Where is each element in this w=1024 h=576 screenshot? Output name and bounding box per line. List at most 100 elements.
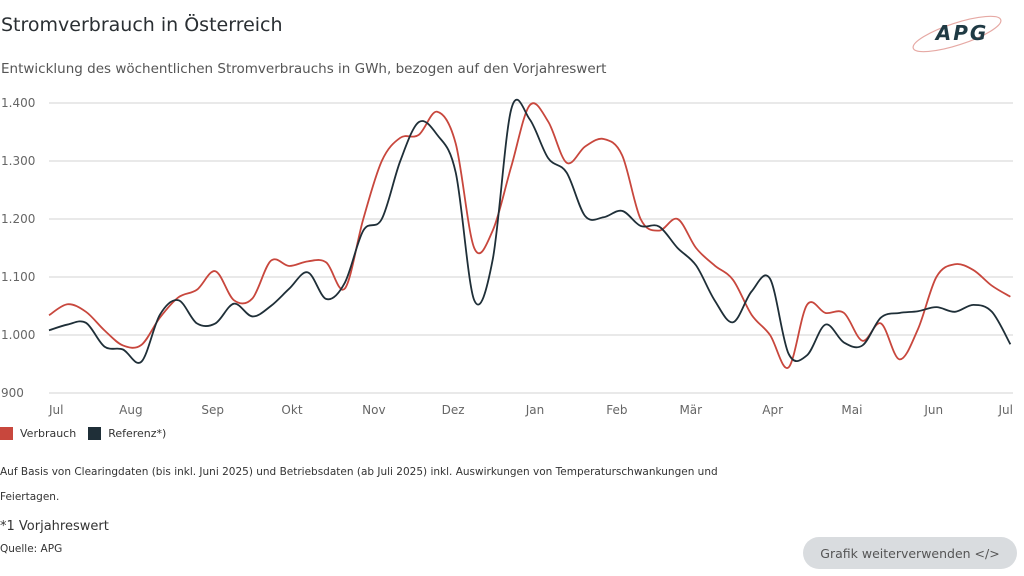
data-point[interactable] (451, 139, 461, 149)
data-point[interactable] (617, 150, 627, 160)
data-point[interactable] (173, 295, 183, 305)
data-point[interactable] (820, 308, 830, 318)
data-point[interactable] (747, 310, 757, 320)
data-point[interactable] (728, 275, 738, 285)
data-point[interactable] (340, 278, 350, 288)
data-point[interactable] (451, 168, 461, 178)
data-point[interactable] (358, 226, 368, 236)
data-point[interactable] (44, 325, 54, 335)
data-point[interactable] (562, 158, 572, 168)
series-line-referenz[interactable] (48, 99, 1012, 364)
data-point[interactable] (303, 267, 313, 277)
data-point[interactable] (192, 285, 202, 295)
data-point[interactable] (488, 255, 498, 265)
data-point[interactable] (913, 324, 923, 334)
data-point[interactable] (1005, 292, 1015, 302)
data-point[interactable] (802, 300, 812, 310)
data-point[interactable] (321, 294, 331, 304)
legend-item-verbrauch[interactable]: Verbrauch (0, 427, 76, 440)
data-point[interactable] (395, 133, 405, 143)
data-point[interactable] (321, 258, 331, 268)
data-point[interactable] (987, 281, 997, 291)
data-point[interactable] (247, 293, 257, 303)
data-point[interactable] (784, 362, 794, 372)
data-point[interactable] (155, 310, 165, 320)
data-point[interactable] (728, 317, 738, 327)
data-point[interactable] (857, 340, 867, 350)
data-point[interactable] (44, 310, 54, 320)
data-point[interactable] (247, 311, 257, 321)
data-point[interactable] (580, 211, 590, 221)
data-point[interactable] (414, 130, 424, 140)
data-point[interactable] (765, 330, 775, 340)
data-point[interactable] (525, 100, 535, 110)
data-point[interactable] (931, 302, 941, 312)
data-point[interactable] (691, 243, 701, 253)
legend-item-referenz[interactable]: Referenz*) (88, 427, 166, 440)
data-point[interactable] (894, 308, 904, 318)
data-point[interactable] (525, 114, 535, 124)
data-point[interactable] (284, 284, 294, 294)
data-point[interactable] (210, 266, 220, 276)
data-point[interactable] (136, 340, 146, 350)
data-point[interactable] (358, 214, 368, 224)
data-point[interactable] (469, 295, 479, 305)
data-point[interactable] (654, 222, 664, 232)
data-point[interactable] (543, 153, 553, 163)
data-point[interactable] (617, 206, 627, 216)
data-point[interactable] (469, 243, 479, 253)
data-point[interactable] (950, 307, 960, 317)
data-point[interactable] (784, 349, 794, 359)
data-point[interactable] (266, 301, 276, 311)
data-point[interactable] (506, 104, 516, 114)
data-point[interactable] (950, 259, 960, 269)
data-point[interactable] (99, 342, 109, 352)
data-point[interactable] (192, 318, 202, 328)
data-point[interactable] (1005, 339, 1015, 349)
data-point[interactable] (820, 320, 830, 330)
data-point[interactable] (599, 212, 609, 222)
data-point[interactable] (839, 308, 849, 318)
data-point[interactable] (562, 168, 572, 178)
reuse-chart-button[interactable]: Grafik weiterverwenden </> (803, 537, 1017, 569)
data-point[interactable] (599, 134, 609, 144)
data-point[interactable] (543, 117, 553, 127)
data-point[interactable] (377, 156, 387, 166)
data-point[interactable] (710, 260, 720, 270)
data-point[interactable] (62, 320, 72, 330)
data-point[interactable] (968, 265, 978, 275)
data-point[interactable] (931, 272, 941, 282)
data-point[interactable] (229, 299, 239, 309)
data-point[interactable] (395, 156, 405, 166)
data-point[interactable] (765, 274, 775, 284)
data-point[interactable] (968, 300, 978, 310)
data-point[interactable] (81, 318, 91, 328)
data-point[interactable] (136, 357, 146, 367)
data-point[interactable] (377, 214, 387, 224)
data-point[interactable] (506, 162, 516, 172)
data-point[interactable] (894, 354, 904, 364)
data-point[interactable] (673, 214, 683, 224)
data-point[interactable] (81, 307, 91, 317)
data-point[interactable] (303, 256, 313, 266)
data-point[interactable] (62, 299, 72, 309)
data-point[interactable] (432, 107, 442, 117)
data-point[interactable] (210, 318, 220, 328)
data-point[interactable] (432, 130, 442, 140)
data-point[interactable] (636, 221, 646, 231)
data-point[interactable] (987, 307, 997, 317)
series-line-verbrauch[interactable] (48, 102, 1011, 369)
data-point[interactable] (580, 142, 590, 152)
data-point[interactable] (710, 295, 720, 305)
data-point[interactable] (691, 260, 701, 270)
data-point[interactable] (673, 243, 683, 253)
data-point[interactable] (876, 313, 886, 323)
data-point[interactable] (839, 338, 849, 348)
data-point[interactable] (99, 325, 109, 335)
data-point[interactable] (266, 256, 276, 266)
data-point[interactable] (747, 287, 757, 297)
data-point[interactable] (802, 350, 812, 360)
data-point[interactable] (414, 117, 424, 127)
data-point[interactable] (284, 261, 294, 271)
data-point[interactable] (913, 306, 923, 316)
